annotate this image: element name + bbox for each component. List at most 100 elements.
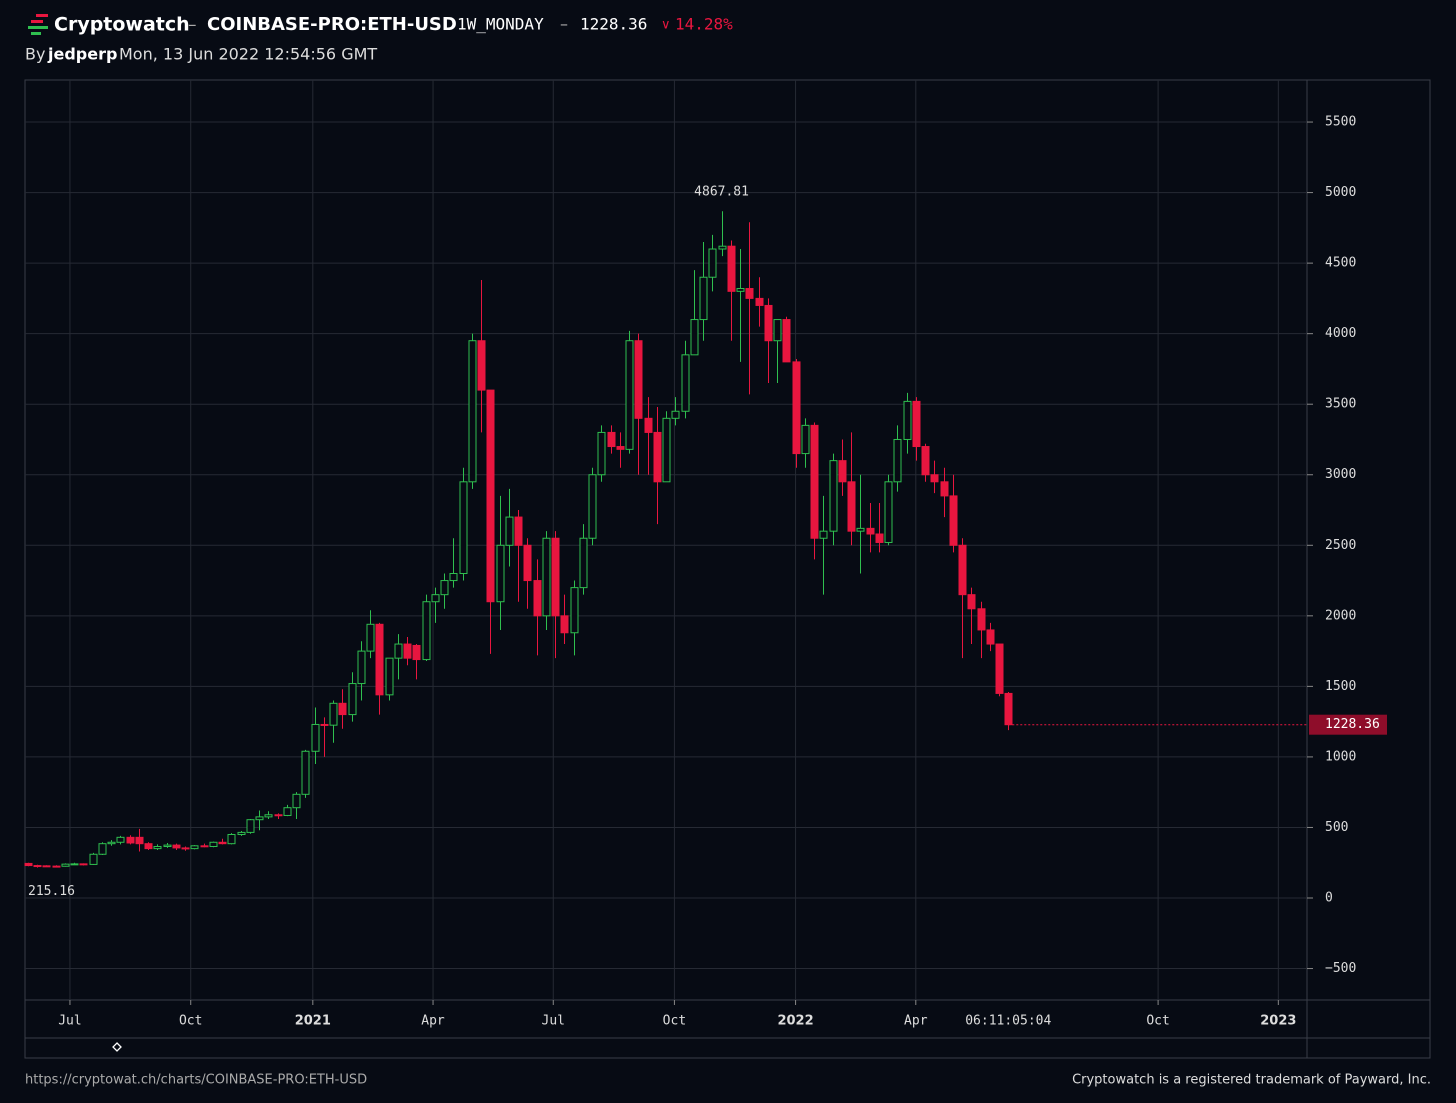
change-arrow: ∨ — [661, 18, 671, 33]
candle-body — [292, 793, 301, 809]
candle-body — [172, 844, 181, 849]
y-tick-label: 1000 — [1325, 749, 1356, 764]
candle-body — [375, 623, 384, 696]
timestamp: Mon, 13 Jun 2022 12:54:56 GMT — [119, 45, 377, 64]
candle-body — [366, 623, 375, 652]
candle-body — [718, 245, 727, 250]
x-tick-label: Oct — [1146, 1014, 1169, 1029]
candle-body — [385, 657, 394, 696]
candle-body — [597, 431, 606, 476]
period: 1W_MONDAY — [457, 15, 544, 34]
y-tick-label: 0 — [1325, 890, 1333, 905]
candle-body — [144, 843, 153, 850]
candle-body — [912, 400, 921, 448]
candle-body — [551, 537, 560, 617]
candle-body — [52, 865, 61, 868]
y-tick-label: 3500 — [1325, 397, 1356, 412]
candle-body — [690, 319, 699, 356]
x-tick-label: Oct — [179, 1014, 202, 1029]
y-tick-label: 3000 — [1325, 467, 1356, 482]
candle-body — [496, 544, 505, 603]
candle-body — [440, 580, 449, 596]
y-tick-label: 1500 — [1325, 679, 1356, 694]
candle-body — [782, 319, 791, 363]
y-tick-label: 2500 — [1325, 538, 1356, 553]
high-label: 4867.81 — [694, 185, 749, 200]
logo-bar — [28, 26, 48, 29]
separator: – — [188, 15, 197, 35]
candle-body — [237, 831, 246, 836]
candle-body — [523, 544, 532, 582]
candle-body — [810, 424, 819, 539]
candle-body — [644, 417, 653, 433]
market: COINBASE-PRO:ETH-USD — [207, 14, 457, 35]
separator: – — [560, 15, 568, 34]
candle-body — [940, 481, 949, 497]
candle-body — [394, 643, 403, 659]
candle-body — [246, 819, 255, 833]
logo — [28, 14, 48, 35]
candle-body — [153, 846, 162, 850]
candle-body — [986, 629, 995, 645]
candle-body — [42, 865, 51, 868]
brand: Cryptowatch — [54, 14, 190, 36]
candle-body — [274, 814, 283, 817]
candle-body — [264, 814, 273, 818]
candle-body — [533, 580, 542, 617]
candle-body — [70, 863, 79, 866]
candle-body — [200, 845, 209, 848]
x-tick-label: Jul — [58, 1014, 81, 1029]
last-price-box — [1309, 714, 1387, 735]
candle-body — [893, 438, 902, 483]
candle-body — [755, 297, 764, 306]
x-tick-label: Apr — [421, 1014, 445, 1029]
candle-body — [181, 847, 190, 850]
candle-body — [560, 615, 569, 634]
candle-body — [616, 446, 625, 450]
candle-body — [163, 844, 172, 848]
footer-url: https://cryptowat.ch/charts/COINBASE-PRO… — [25, 1073, 367, 1088]
event-marker — [112, 1042, 122, 1052]
candle-body — [967, 594, 976, 610]
candle-body — [255, 816, 264, 821]
y-tick-label: 4000 — [1325, 326, 1356, 341]
countdown-label: 06:11:05:04 — [965, 1014, 1051, 1029]
y-tick-label: −500 — [1325, 961, 1356, 976]
candle-body — [227, 834, 236, 845]
candle-body — [681, 354, 690, 412]
y-tick-label: 5000 — [1325, 185, 1356, 200]
candle-body — [949, 495, 958, 546]
candle-body — [588, 474, 597, 539]
candle-body — [708, 248, 717, 278]
candle-body — [126, 836, 135, 844]
candle-body — [847, 481, 856, 532]
candle-body — [745, 288, 754, 299]
candle-body — [412, 644, 421, 661]
candle-body — [218, 841, 227, 845]
candle-body — [116, 836, 125, 843]
candle-body — [209, 841, 218, 848]
candle-body — [486, 389, 495, 603]
candle-body — [107, 841, 116, 845]
candle-body — [89, 853, 98, 865]
candle-body — [329, 702, 338, 726]
candle-body — [634, 340, 643, 419]
x-tick-label: 2021 — [295, 1014, 331, 1029]
candle-body — [977, 608, 986, 631]
candle-body — [838, 460, 847, 483]
candle-body — [24, 862, 33, 867]
by: By — [25, 45, 45, 64]
candle-body — [995, 643, 1004, 694]
candle-body — [348, 683, 357, 716]
candle-body — [79, 863, 88, 866]
last-price-label: 1228.36 — [1325, 717, 1380, 732]
candle-body — [792, 361, 801, 455]
candle-body — [1004, 692, 1013, 726]
candle-body — [671, 410, 680, 419]
candle-body — [61, 863, 70, 867]
candle-body — [431, 594, 440, 603]
y-tick-label: 2000 — [1325, 608, 1356, 623]
candle-body — [801, 424, 810, 455]
